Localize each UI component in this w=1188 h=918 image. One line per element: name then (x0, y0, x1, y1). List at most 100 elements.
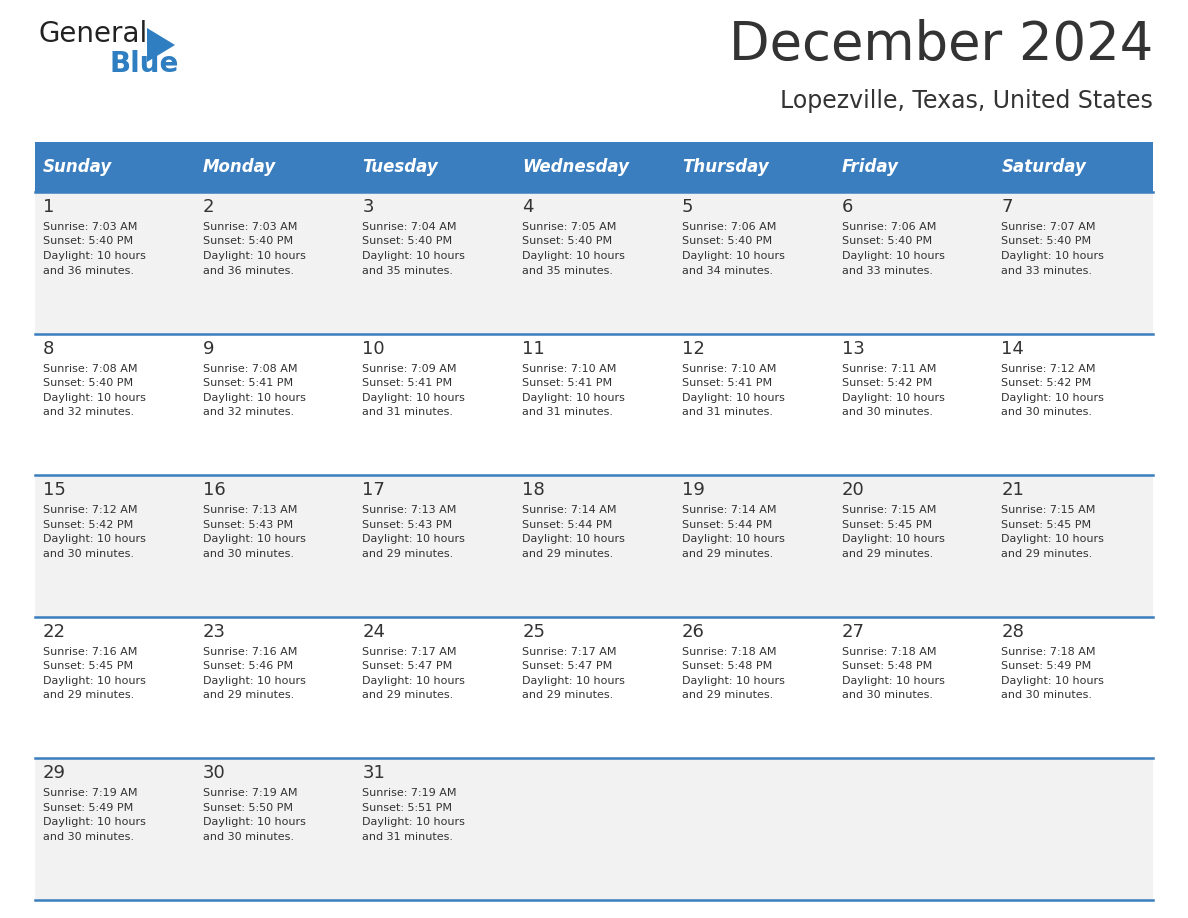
Text: 17: 17 (362, 481, 385, 499)
Text: Sunrise: 7:18 AM: Sunrise: 7:18 AM (841, 647, 936, 656)
Text: Sunrise: 7:12 AM: Sunrise: 7:12 AM (43, 505, 138, 515)
Text: Sunset: 5:41 PM: Sunset: 5:41 PM (682, 378, 772, 388)
Text: and 29 minutes.: and 29 minutes. (682, 690, 773, 700)
Text: Lopezville, Texas, United States: Lopezville, Texas, United States (781, 89, 1154, 113)
Text: and 36 minutes.: and 36 minutes. (43, 265, 134, 275)
Text: Friday: Friday (841, 158, 898, 176)
Text: Sunrise: 7:08 AM: Sunrise: 7:08 AM (43, 364, 138, 374)
Text: and 32 minutes.: and 32 minutes. (43, 407, 134, 417)
Text: Daylight: 10 hours: Daylight: 10 hours (1001, 676, 1104, 686)
Text: Sunset: 5:42 PM: Sunset: 5:42 PM (1001, 378, 1092, 388)
Text: Sunrise: 7:19 AM: Sunrise: 7:19 AM (362, 789, 457, 799)
Text: Daylight: 10 hours: Daylight: 10 hours (523, 676, 625, 686)
Text: 7: 7 (1001, 198, 1013, 216)
Text: 4: 4 (523, 198, 533, 216)
Text: Sunrise: 7:09 AM: Sunrise: 7:09 AM (362, 364, 457, 374)
Text: 6: 6 (841, 198, 853, 216)
Bar (34, 192, 1154, 333)
Text: Sunset: 5:49 PM: Sunset: 5:49 PM (43, 803, 133, 813)
Text: Daylight: 10 hours: Daylight: 10 hours (43, 676, 146, 686)
Text: Sunset: 5:40 PM: Sunset: 5:40 PM (682, 237, 772, 247)
Text: Daylight: 10 hours: Daylight: 10 hours (203, 534, 305, 544)
Text: Daylight: 10 hours: Daylight: 10 hours (682, 251, 785, 261)
Text: 25: 25 (523, 622, 545, 641)
Text: Daylight: 10 hours: Daylight: 10 hours (1001, 251, 1104, 261)
Text: Sunset: 5:48 PM: Sunset: 5:48 PM (682, 661, 772, 671)
Text: 9: 9 (203, 340, 214, 358)
Text: 28: 28 (1001, 622, 1024, 641)
Text: Sunrise: 7:19 AM: Sunrise: 7:19 AM (203, 789, 297, 799)
Text: and 30 minutes.: and 30 minutes. (203, 549, 293, 559)
Text: Sunrise: 7:03 AM: Sunrise: 7:03 AM (43, 222, 138, 232)
Text: 11: 11 (523, 340, 545, 358)
Text: and 30 minutes.: and 30 minutes. (841, 407, 933, 417)
Text: Wednesday: Wednesday (523, 158, 630, 176)
Text: and 34 minutes.: and 34 minutes. (682, 265, 773, 275)
Text: 10: 10 (362, 340, 385, 358)
Text: Daylight: 10 hours: Daylight: 10 hours (362, 393, 466, 403)
Text: and 32 minutes.: and 32 minutes. (203, 407, 293, 417)
Text: and 35 minutes.: and 35 minutes. (362, 265, 454, 275)
Text: Daylight: 10 hours: Daylight: 10 hours (203, 817, 305, 827)
Text: Daylight: 10 hours: Daylight: 10 hours (203, 251, 305, 261)
Text: Sunrise: 7:15 AM: Sunrise: 7:15 AM (841, 505, 936, 515)
Text: 20: 20 (841, 481, 865, 499)
Bar (34, 617, 1154, 758)
Text: Daylight: 10 hours: Daylight: 10 hours (43, 251, 146, 261)
Text: Sunset: 5:51 PM: Sunset: 5:51 PM (362, 803, 453, 813)
Bar (34, 142, 1154, 192)
Text: Sunrise: 7:04 AM: Sunrise: 7:04 AM (362, 222, 457, 232)
Text: Daylight: 10 hours: Daylight: 10 hours (841, 534, 944, 544)
Text: Sunrise: 7:12 AM: Sunrise: 7:12 AM (1001, 364, 1095, 374)
Text: Daylight: 10 hours: Daylight: 10 hours (841, 676, 944, 686)
Text: and 29 minutes.: and 29 minutes. (203, 690, 293, 700)
Text: and 30 minutes.: and 30 minutes. (1001, 690, 1092, 700)
Text: and 33 minutes.: and 33 minutes. (841, 265, 933, 275)
Text: Sunset: 5:46 PM: Sunset: 5:46 PM (203, 661, 292, 671)
Text: 27: 27 (841, 622, 865, 641)
Text: and 30 minutes.: and 30 minutes. (1001, 407, 1092, 417)
Text: Sunset: 5:47 PM: Sunset: 5:47 PM (523, 661, 612, 671)
Text: Sunset: 5:43 PM: Sunset: 5:43 PM (362, 520, 453, 530)
Text: Sunrise: 7:10 AM: Sunrise: 7:10 AM (682, 364, 776, 374)
Text: and 29 minutes.: and 29 minutes. (682, 549, 773, 559)
Text: Sunrise: 7:08 AM: Sunrise: 7:08 AM (203, 364, 297, 374)
Text: 24: 24 (362, 622, 385, 641)
Text: Daylight: 10 hours: Daylight: 10 hours (362, 251, 466, 261)
Text: Sunrise: 7:07 AM: Sunrise: 7:07 AM (1001, 222, 1095, 232)
Text: 1: 1 (43, 198, 55, 216)
Text: Daylight: 10 hours: Daylight: 10 hours (43, 817, 146, 827)
Text: 16: 16 (203, 481, 226, 499)
Text: 5: 5 (682, 198, 694, 216)
Text: Daylight: 10 hours: Daylight: 10 hours (841, 393, 944, 403)
Text: Sunrise: 7:06 AM: Sunrise: 7:06 AM (841, 222, 936, 232)
Text: Daylight: 10 hours: Daylight: 10 hours (43, 534, 146, 544)
Text: Sunrise: 7:17 AM: Sunrise: 7:17 AM (523, 647, 617, 656)
Text: Daylight: 10 hours: Daylight: 10 hours (682, 534, 785, 544)
Text: Sunrise: 7:05 AM: Sunrise: 7:05 AM (523, 222, 617, 232)
Text: Sunrise: 7:13 AM: Sunrise: 7:13 AM (203, 505, 297, 515)
Text: Sunset: 5:45 PM: Sunset: 5:45 PM (841, 520, 931, 530)
Text: Daylight: 10 hours: Daylight: 10 hours (1001, 393, 1104, 403)
Text: Sunset: 5:41 PM: Sunset: 5:41 PM (362, 378, 453, 388)
Text: 26: 26 (682, 622, 704, 641)
Text: Sunrise: 7:18 AM: Sunrise: 7:18 AM (682, 647, 776, 656)
Text: 14: 14 (1001, 340, 1024, 358)
Text: and 31 minutes.: and 31 minutes. (362, 832, 454, 842)
Text: 12: 12 (682, 340, 704, 358)
Text: Sunrise: 7:16 AM: Sunrise: 7:16 AM (43, 647, 138, 656)
Text: and 36 minutes.: and 36 minutes. (203, 265, 293, 275)
Text: Sunset: 5:45 PM: Sunset: 5:45 PM (43, 661, 133, 671)
Text: 2: 2 (203, 198, 214, 216)
Text: Daylight: 10 hours: Daylight: 10 hours (841, 251, 944, 261)
Text: Sunset: 5:40 PM: Sunset: 5:40 PM (43, 237, 133, 247)
Text: Tuesday: Tuesday (362, 158, 438, 176)
Text: Sunrise: 7:18 AM: Sunrise: 7:18 AM (1001, 647, 1095, 656)
Text: and 30 minutes.: and 30 minutes. (841, 690, 933, 700)
Text: Thursday: Thursday (682, 158, 769, 176)
Text: Sunset: 5:41 PM: Sunset: 5:41 PM (203, 378, 292, 388)
Text: and 30 minutes.: and 30 minutes. (43, 549, 134, 559)
Text: Sunrise: 7:14 AM: Sunrise: 7:14 AM (523, 505, 617, 515)
Text: Daylight: 10 hours: Daylight: 10 hours (203, 676, 305, 686)
Text: Sunset: 5:40 PM: Sunset: 5:40 PM (523, 237, 612, 247)
